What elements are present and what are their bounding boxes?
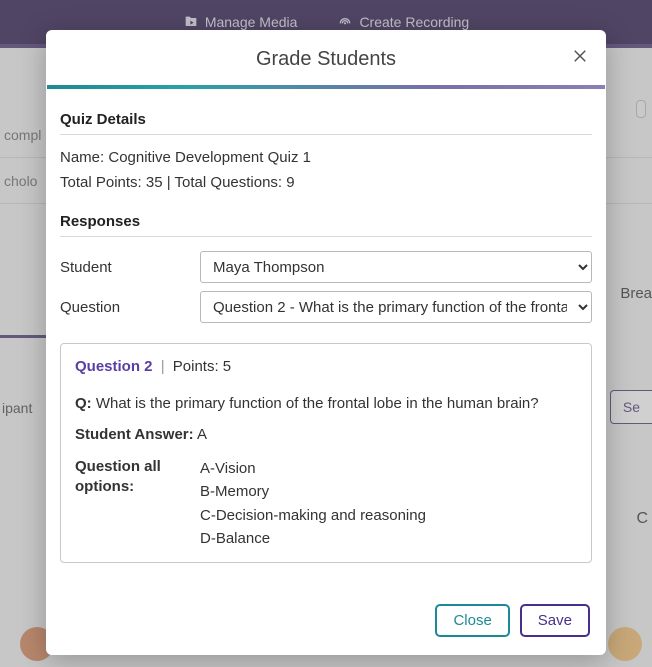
question-select[interactable]: Question 2 - What is the primary functio… [200,291,592,323]
question-number: Question 2 [75,358,153,375]
question-header: Question 2 | Points: 5 [75,358,577,375]
close-button[interactable]: Close [435,604,509,637]
question-text: What is the primary function of the fron… [96,395,539,412]
question-label: Question [60,299,200,316]
close-icon[interactable] [568,44,592,68]
option-item: C-Decision-making and reasoning [200,504,426,527]
options-label: Question all options: [75,457,170,496]
question-points: Points: 5 [173,358,231,375]
quiz-name-line: Name: Cognitive Development Quiz 1 [60,149,592,166]
question-text-line: Q: What is the primary function of the f… [75,395,577,412]
answer-panel[interactable]: Question 2 | Points: 5 Q: What is the pr… [60,343,592,563]
option-item: B-Memory [200,480,426,503]
responses-heading: Responses [60,213,592,237]
option-item: D-Balance [200,527,426,550]
modal-header: Grade Students [46,30,606,85]
quiz-questions-value: 9 [286,174,294,191]
quiz-stats-line: Total Points: 35 | Total Questions: 9 [60,174,592,191]
quiz-details-heading: Quiz Details [60,111,592,135]
student-label: Student [60,259,200,276]
options-list: A-Vision B-Memory C-Decision-making and … [200,457,426,550]
grade-students-modal: Grade Students Quiz Details Name: Cognit… [46,30,606,655]
modal-title: Grade Students [66,48,586,71]
options-row: Question all options: A-Vision B-Memory … [75,457,577,550]
student-answer-value: A [197,426,207,443]
student-answer-line: Student Answer: A [75,426,577,443]
option-item: A-Vision [200,457,426,480]
quiz-points-value: 35 [146,174,163,191]
modal-footer: Close Save [46,590,606,655]
save-button[interactable]: Save [520,604,590,637]
modal-body: Quiz Details Name: Cognitive Development… [46,89,606,590]
quiz-name-value: Cognitive Development Quiz 1 [108,149,311,166]
student-select[interactable]: Maya Thompson [200,251,592,283]
